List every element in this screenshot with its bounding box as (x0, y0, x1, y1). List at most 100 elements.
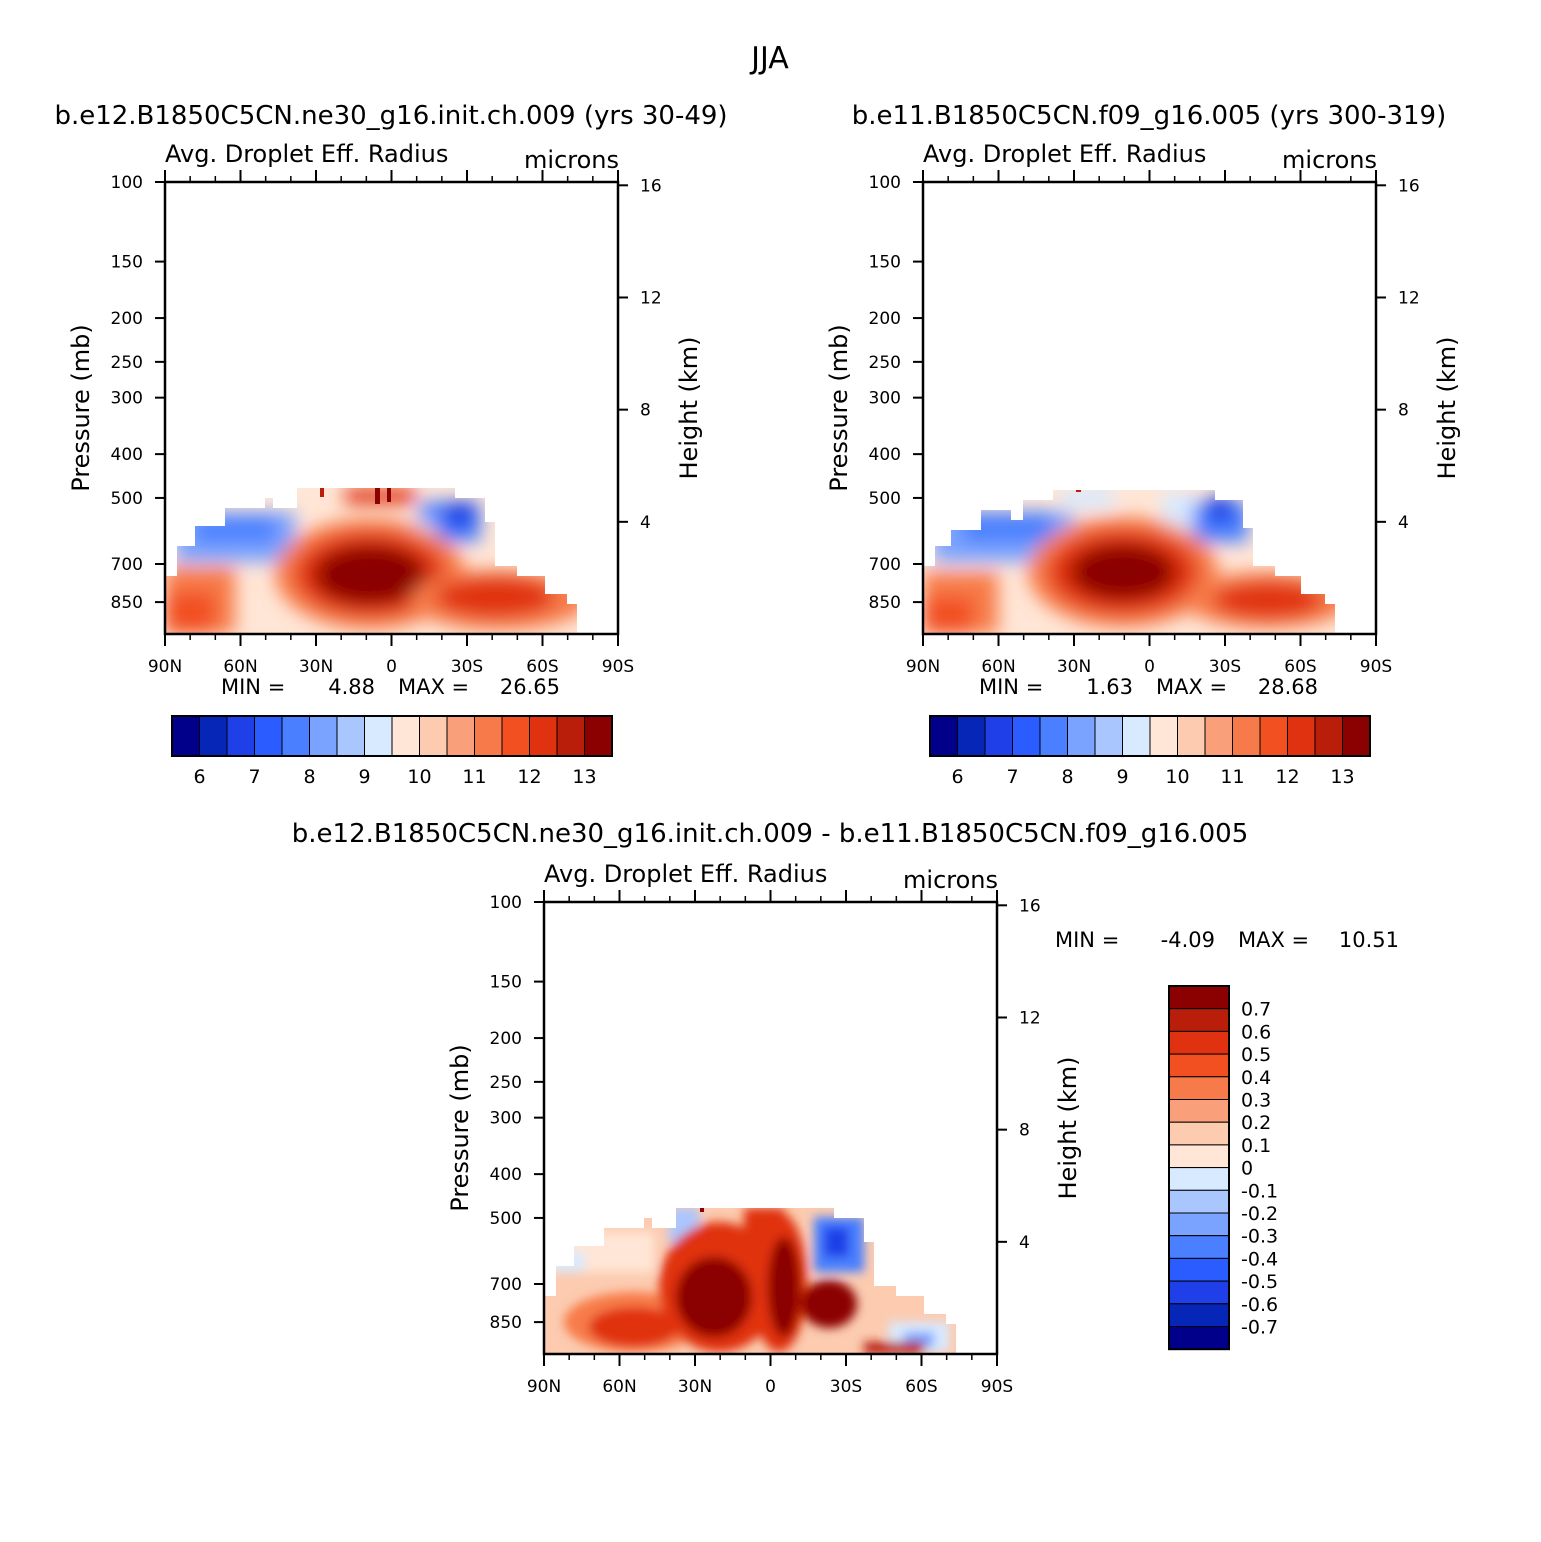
x-tick-label: 0 (1144, 657, 1155, 677)
variable-label: Avg. Droplet Eff. Radius (923, 140, 1206, 168)
y-tick-label: 850 (490, 1313, 522, 1333)
colorbar-label: 6 (951, 766, 963, 788)
colorbar-box (501, 715, 530, 757)
x-tick-label: 90S (981, 1377, 1013, 1397)
panel-title: b.e12.B1850C5CN.ne30_g16.init.ch.009 - b… (292, 819, 1248, 849)
y-tick-label: 250 (490, 1073, 522, 1093)
x-tick-label: 30N (299, 657, 333, 677)
y-right-tick-label: 16 (1019, 896, 1041, 916)
colorbar-box (1168, 1053, 1230, 1078)
colorbar-box (1168, 1212, 1230, 1237)
colorbar-box (1122, 715, 1151, 757)
x-tick-label: 60N (223, 657, 257, 677)
colorbar-box (529, 715, 558, 757)
y-tick-label: 150 (111, 253, 143, 273)
colorbar-label: 10 (1165, 766, 1189, 788)
colorbar-label: 0 (1241, 1158, 1253, 1180)
colorbar-box (1168, 1099, 1230, 1123)
min-value: 4.88 (328, 675, 375, 699)
colorbar-label: 0.1 (1241, 1135, 1271, 1157)
y-tick-label: 300 (111, 389, 143, 409)
y-right-tick-label: 16 (640, 176, 662, 196)
colorbar-label: 0.7 (1241, 999, 1271, 1021)
y-tick-label: 400 (490, 1165, 522, 1185)
colorbar-label: 8 (1061, 766, 1073, 788)
x-tick-label: 60S (1284, 657, 1316, 677)
colorbar-frame (171, 715, 613, 757)
colorbar-label: 7 (248, 766, 260, 788)
colorbar-label: 9 (1116, 766, 1128, 788)
y-tick-label: 100 (869, 173, 901, 193)
colorbar-label: 12 (1275, 766, 1299, 788)
y-axis-label: Pressure (mb) (446, 1044, 474, 1211)
y-tick-label: 300 (869, 389, 901, 409)
colorbar-box (364, 715, 393, 757)
y-tick-label: 400 (111, 445, 143, 465)
units-label: microns (903, 866, 998, 894)
colorbar-label: -0.5 (1241, 1271, 1278, 1293)
colorbar-label: -0.4 (1241, 1248, 1278, 1270)
colorbar-box (1168, 1189, 1230, 1214)
y-right-tick-label: 8 (1398, 401, 1409, 421)
colorbar-box (281, 715, 310, 757)
y-right-tick-label: 12 (640, 288, 662, 308)
x-tick-label: 30N (1057, 657, 1091, 677)
colorbar-box (419, 715, 448, 757)
colorbar-box (1168, 1326, 1230, 1350)
colorbar-box (309, 715, 338, 757)
colorbar-box (1204, 715, 1233, 757)
colorbar-box (474, 715, 503, 757)
y-axis-label: Pressure (mb) (67, 324, 95, 491)
y-tick-label: 200 (111, 309, 143, 329)
y-tick-label: 700 (111, 555, 143, 575)
colorbar-label: 12 (517, 766, 541, 788)
min-value: 1.63 (1086, 675, 1133, 699)
max-value: 10.51 (1339, 928, 1399, 952)
colorbar-box (1168, 1144, 1230, 1169)
colorbar-label: 9 (358, 766, 370, 788)
max-label: MAX = (1238, 928, 1309, 952)
y-right-axis-label: Height (km) (675, 337, 703, 480)
max-value: 26.65 (500, 675, 560, 699)
max-label: MAX = (1156, 675, 1227, 699)
colorbar-label: 8 (303, 766, 315, 788)
y-right-tick-label: 4 (640, 513, 651, 533)
y-tick-label: 400 (869, 445, 901, 465)
colorbar-label: 0.2 (1241, 1112, 1271, 1134)
figure-title: JJA (749, 41, 789, 76)
colorbar-box (984, 715, 1013, 757)
colorbar-box (391, 715, 420, 757)
colorbar-box (1168, 985, 1230, 1010)
y-tick-label: 200 (869, 309, 901, 329)
colorbar-box (1168, 1257, 1230, 1282)
colorbar-box (336, 715, 365, 757)
x-tick-label: 90S (602, 657, 634, 677)
colorbar-label: 11 (462, 766, 486, 788)
y-tick-label: 150 (490, 973, 522, 993)
x-tick-label: 0 (765, 1377, 776, 1397)
axes: 90N 60N 30N 0 30S 60S 90S 100 150 200 250 300 400 500… (869, 170, 1420, 677)
units-label: microns (524, 146, 619, 174)
min-label: MIN = (979, 675, 1043, 699)
y-right-tick-label: 8 (640, 401, 651, 421)
panel-top-left: b.e12.B1850C5CN.ne30_g16.init.ch.009 (yr… (54, 101, 727, 788)
y-right-tick-label: 12 (1398, 288, 1420, 308)
y-right-tick-label: 12 (1019, 1008, 1041, 1028)
colorbar-box (957, 715, 986, 757)
colorbar: 6 7 8 9 10 11 12 13 (929, 715, 1371, 788)
colorbar-box (1287, 715, 1316, 757)
colorbar-frame (929, 715, 1371, 757)
y-tick-label: 100 (490, 893, 522, 913)
variable-label: Avg. Droplet Eff. Radius (544, 860, 827, 888)
x-tick-label: 30S (1209, 657, 1241, 677)
colorbar-box (1342, 715, 1371, 757)
contour-field (165, 488, 577, 634)
y-tick-label: 100 (111, 173, 143, 193)
colorbar-box (1168, 1167, 1230, 1191)
colorbar-box (1314, 715, 1343, 757)
colorbar-box (929, 715, 958, 757)
colorbar-box (1094, 715, 1123, 757)
colorbar-box (226, 715, 255, 757)
variable-label: Avg. Droplet Eff. Radius (165, 140, 448, 168)
